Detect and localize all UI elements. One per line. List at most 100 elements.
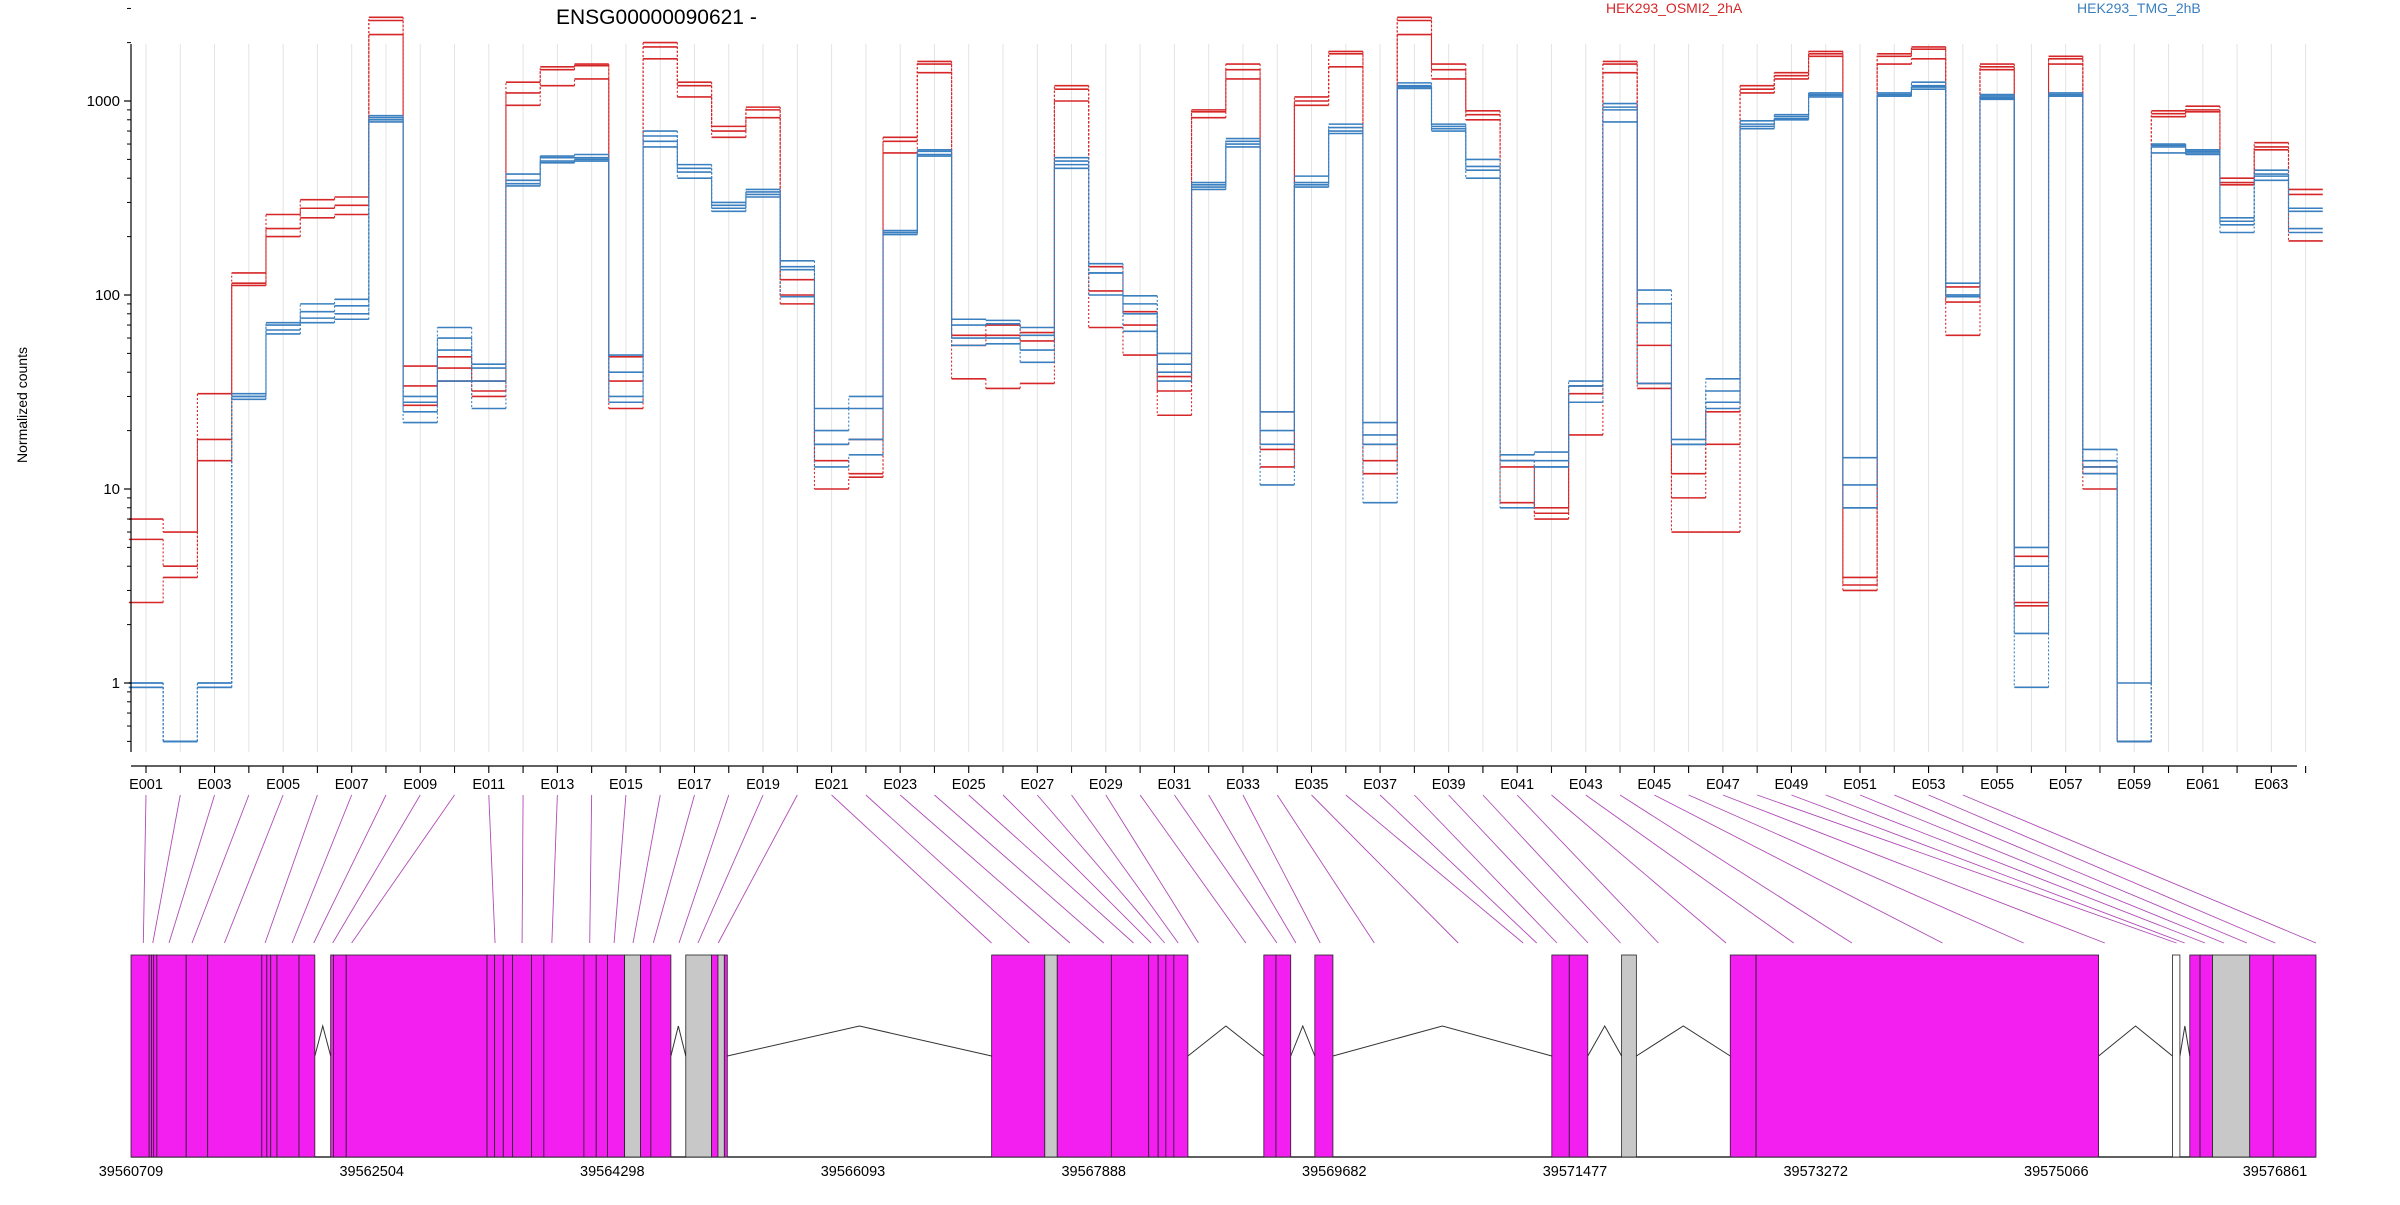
connector-e049: [1791, 794, 2185, 944]
connector-e013: [551, 794, 558, 944]
connector-e025: [968, 794, 1134, 944]
blank-block: [2172, 954, 2181, 1158]
connector-e030: [1139, 794, 1247, 944]
exon-block: [298, 954, 316, 1158]
connector-e024: [934, 794, 1105, 944]
connector-e034: [1276, 794, 1375, 944]
connector-e018: [678, 794, 730, 944]
exon-block: [1729, 954, 1757, 1158]
exon-block: [1263, 954, 1277, 1158]
connector-e016: [632, 794, 661, 944]
exon-block: [1157, 954, 1167, 1158]
connector-e028: [1071, 794, 1179, 944]
retained-block: [685, 954, 713, 1158]
x-tick-label-e047: E047: [1706, 777, 1740, 793]
connector-e027: [1036, 794, 1165, 944]
legend-entry-tmg: HEK293_TMG_2hB: [2077, 0, 2201, 16]
exon-block: [207, 954, 263, 1158]
connector-e004: [191, 794, 250, 944]
exon-block: [595, 954, 608, 1158]
y-axis-label: Normalized counts: [14, 347, 30, 463]
exon-block: [1568, 954, 1589, 1158]
genomic-tick-label: 39566093: [821, 1164, 886, 1180]
connector-e054: [1962, 794, 2317, 944]
series-hek293_osmi2_2ha-0: [128, 16, 2323, 743]
retained-block: [1621, 954, 1637, 1158]
connector-e035: [1311, 794, 1459, 944]
exon-block: [1165, 954, 1175, 1158]
genomic-tick-label: 39575066: [2024, 1164, 2089, 1180]
x-tick-label-e003: E003: [198, 777, 232, 793]
exon-block: [330, 954, 334, 1158]
genomic-tick-label: 39560709: [99, 1164, 164, 1180]
exon-block: [1056, 954, 1112, 1158]
genomic-tick-label: 39576861: [2243, 1164, 2308, 1180]
connector-e044: [1619, 794, 1853, 944]
connector-e050: [1825, 794, 2206, 944]
exon-block: [502, 954, 514, 1158]
connector-e011: [488, 794, 496, 944]
x-tick-label-e045: E045: [1637, 777, 1671, 793]
exon-block: [270, 954, 278, 1158]
x-tick-label-e011: E011: [472, 777, 505, 793]
connector-e031: [1174, 794, 1278, 944]
exon-block: [2189, 954, 2201, 1158]
y-tick-label: 100: [95, 287, 120, 304]
exon-block: [1110, 954, 1150, 1158]
connector-e012: [521, 794, 524, 944]
series-hek293_tmg_2hb-6: [128, 87, 2323, 743]
connector-e009: [332, 794, 421, 944]
intron: [1290, 1024, 1316, 1057]
retained-block: [2212, 954, 2251, 1158]
connector-e053: [1928, 794, 2276, 944]
intron: [1187, 1025, 1265, 1057]
exon-block: [512, 954, 532, 1158]
connector-e008: [313, 794, 387, 944]
x-tick-label-e053: E053: [1912, 777, 1946, 793]
connector-e002: [152, 794, 181, 944]
intron: [314, 1024, 332, 1057]
exon-block: [266, 954, 272, 1158]
retained-block: [1044, 954, 1058, 1158]
exon-block: [723, 954, 728, 1158]
x-tick-label-e013: E013: [540, 777, 574, 793]
x-tick-label-e051: E051: [1843, 777, 1877, 793]
connector-e036: [1345, 794, 1524, 944]
connector-e017: [652, 794, 695, 944]
connector-e003: [168, 794, 215, 944]
genomic-tick-label: 39571477: [1543, 1164, 1608, 1180]
exon-block: [2249, 954, 2274, 1158]
gene-model: [130, 954, 2317, 1158]
y-tick-label: 10: [103, 481, 120, 498]
x-tick-label-e029: E029: [1089, 777, 1123, 793]
exon-block: [583, 954, 597, 1158]
exon-gridlines: [145, 44, 2307, 752]
connector-e052: [1894, 794, 2248, 944]
connector-e010: [351, 794, 455, 944]
legend-entry-osmi2: HEK293_OSMI2_2hA: [1606, 0, 1743, 16]
x-tick-label-e007: E007: [335, 777, 369, 793]
connector-e045: [1654, 794, 1943, 944]
exon-block: [1148, 954, 1159, 1158]
x-tick-label-e055: E055: [1980, 777, 2014, 793]
connector-e032: [1208, 794, 1297, 944]
exon-block: [640, 954, 652, 1158]
connector-e023: [899, 794, 1071, 944]
connector-e048: [1757, 794, 2177, 944]
exon-block: [494, 954, 504, 1158]
genomic-ticks: 39560709 39562504 39564298 39566093 39567888…: [99, 1164, 2308, 1180]
genomic-tick-label: 39573272: [1783, 1164, 1848, 1180]
retained-block: [717, 954, 725, 1158]
y-tick-label: 1000: [87, 93, 120, 110]
exon-block: [2199, 954, 2213, 1158]
exon-block: [543, 954, 585, 1158]
intron: [2098, 1025, 2173, 1057]
x-tick-label-e033: E033: [1226, 777, 1260, 793]
exon-block: [261, 954, 268, 1158]
intron: [2179, 1025, 2191, 1057]
exon-block: [156, 954, 187, 1158]
genomic-tick-label: 39567888: [1061, 1164, 1126, 1180]
intron: [727, 1025, 992, 1057]
retained-block: [624, 954, 641, 1158]
